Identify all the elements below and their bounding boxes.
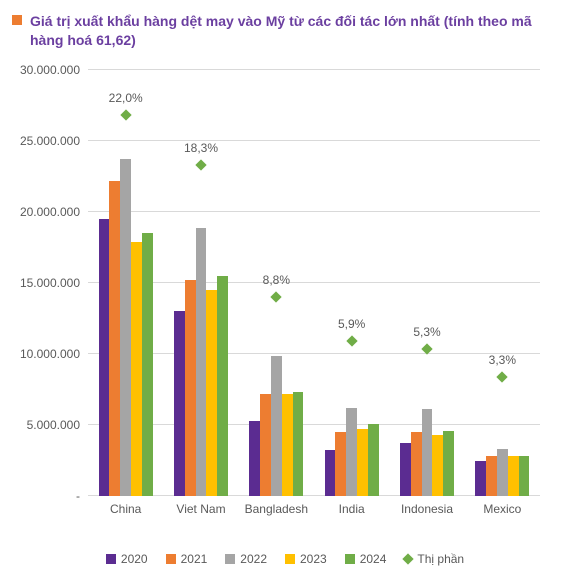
legend-label: 2022	[240, 552, 267, 566]
share-marker	[271, 292, 282, 303]
bar	[271, 356, 282, 496]
legend-item: 2024	[345, 552, 387, 566]
y-tick-label: -	[76, 489, 88, 503]
legend-item: 2020	[106, 552, 148, 566]
bar	[335, 432, 346, 496]
gridline	[88, 140, 540, 141]
gridline	[88, 282, 540, 283]
gridline	[88, 69, 540, 70]
legend-swatch	[345, 554, 355, 564]
gridline	[88, 353, 540, 354]
share-label: 22,0%	[109, 91, 143, 105]
bar	[422, 409, 433, 496]
legend-label: Thị phần	[417, 552, 464, 566]
y-tick-label: 25.000.000	[20, 134, 88, 148]
header-marker	[12, 15, 22, 25]
share-marker	[195, 159, 206, 170]
bar	[142, 233, 153, 496]
share-marker	[346, 336, 357, 347]
legend-item: 2021	[166, 552, 208, 566]
x-tick-label: India	[339, 496, 365, 516]
gridline	[88, 211, 540, 212]
legend-item: Thị phần	[404, 552, 464, 566]
y-tick-label: 5.000.000	[27, 418, 88, 432]
x-tick-label: Bangladesh	[245, 496, 308, 516]
share-marker	[497, 371, 508, 382]
bar	[368, 424, 379, 496]
bar	[174, 311, 185, 496]
bar	[109, 181, 120, 496]
bar	[400, 443, 411, 496]
y-tick-label: 30.000.000	[20, 63, 88, 77]
chart-header: Giá trị xuất khẩu hàng dệt may vào Mỹ từ…	[0, 0, 570, 50]
legend-item: 2023	[285, 552, 327, 566]
legend: 2020 2021 2022 2023 2024 Thị phần	[0, 552, 570, 566]
x-tick-label: Mexico	[483, 496, 521, 516]
legend-item: 2022	[225, 552, 267, 566]
legend-swatch	[225, 554, 235, 564]
bar	[411, 432, 422, 496]
share-label: 3,3%	[489, 353, 516, 367]
legend-swatch	[106, 554, 116, 564]
share-label: 18,3%	[184, 141, 218, 155]
bar	[120, 159, 131, 496]
gridline	[88, 424, 540, 425]
bar	[432, 435, 443, 496]
legend-label: 2023	[300, 552, 327, 566]
bar	[325, 450, 336, 496]
legend-label: 2020	[121, 552, 148, 566]
bar	[293, 392, 304, 496]
y-tick-label: 20.000.000	[20, 205, 88, 219]
bar	[99, 219, 110, 496]
bar	[486, 456, 497, 496]
bar	[443, 431, 454, 496]
bar	[249, 421, 260, 496]
bar	[497, 449, 508, 496]
legend-label: 2021	[181, 552, 208, 566]
bar	[206, 290, 217, 496]
bar	[282, 394, 293, 496]
legend-label: 2024	[360, 552, 387, 566]
bar	[217, 276, 228, 496]
x-tick-label: Viet Nam	[176, 496, 225, 516]
bar	[185, 280, 196, 496]
share-label: 5,3%	[413, 325, 440, 339]
share-label: 5,9%	[338, 317, 365, 331]
bar	[131, 242, 142, 496]
share-label: 8,8%	[263, 273, 290, 287]
legend-swatch	[166, 554, 176, 564]
legend-swatch	[285, 554, 295, 564]
bar	[475, 461, 486, 496]
bar	[260, 394, 271, 496]
bar	[196, 228, 207, 496]
bar	[357, 429, 368, 496]
y-tick-label: 10.000.000	[20, 347, 88, 361]
chart: - 5.000.000 10.000.000 15.000.000 20.000.000…	[20, 70, 550, 524]
chart-title: Giá trị xuất khẩu hàng dệt may vào Mỹ từ…	[30, 12, 558, 50]
share-marker	[120, 110, 131, 121]
bar	[519, 456, 530, 496]
plot-area: -5.000.00010.000.00015.000.00020.000.000…	[88, 70, 540, 496]
bar	[346, 408, 357, 496]
y-tick-label: 15.000.000	[20, 276, 88, 290]
diamond-icon	[403, 553, 414, 564]
gridline	[88, 495, 540, 496]
x-tick-label: China	[110, 496, 141, 516]
x-tick-label: Indonesia	[401, 496, 453, 516]
bar	[508, 456, 519, 496]
